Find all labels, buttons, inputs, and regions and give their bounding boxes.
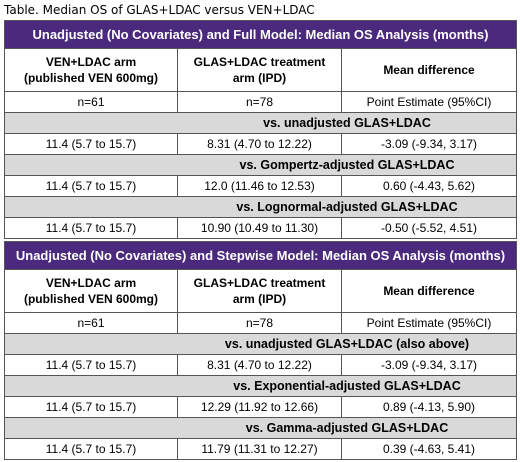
column-header: Mean difference [341,48,517,92]
data-row: 11.4 (5.7 to 15.7) 12.29 (11.92 to 12.66)… [4,396,517,418]
data-cell: 0.89 (-4.13, 5.90) [341,396,517,418]
data-row: 11.4 (5.7 to 15.7) 12.0 (11.46 to 12.53) 0… [4,175,517,197]
n-cell: n=78 [177,312,342,334]
column-header-line: arm (IPD) [232,71,287,85]
column-header: GLAS+LDAC treatment arm (IPD) [177,269,342,313]
data-cell: -0.50 (-5.52, 4.51) [341,217,517,239]
data-cell: 10.90 (10.49 to 11.30) [177,217,342,239]
section-header-row: Unadjusted (No Covariates) and Full Mode… [4,20,517,49]
comparison-header-row: vs. Gompertz-adjusted GLAS+LDAC [4,154,517,176]
n-cell: n=61 [4,91,178,113]
column-header-row: VEN+LDAC arm (published VEN 600mg) GLAS+LD… [4,48,517,92]
data-row: 11.4 (5.7 to 15.7) 8.31 (4.70 to 12.22) -3… [4,354,517,376]
n-row: n=61 n=78 Point Estimate (95%CI) [4,312,517,334]
column-header-line: arm (IPD) [232,292,287,306]
data-row: 11.4 (5.7 to 15.7) 10.90 (10.49 to 11.30)… [4,217,517,239]
data-cell: -3.09 (-9.34, 3.17) [341,133,517,155]
data-cell: 11.4 (5.7 to 15.7) [4,396,178,418]
column-header: Mean difference [341,269,517,313]
data-cell: 11.4 (5.7 to 15.7) [4,175,178,197]
data-cell: 11.4 (5.7 to 15.7) [4,133,178,155]
n-cell: Point Estimate (95%CI) [341,312,517,334]
comparison-header-row: vs. Exponential-adjusted GLAS+LDAC [4,375,517,397]
data-cell: 0.39 (-4.63, 5.41) [341,438,517,460]
comparison-label: vs. unadjusted GLAS+LDAC [4,112,517,134]
data-cell: 11.79 (11.31 to 12.27) [177,438,342,460]
column-header-line: Mean difference [383,63,475,77]
comparison-label: vs. unadjusted GLAS+LDAC (also above) [4,333,517,355]
comparison-header-row: vs. Lognormal-adjusted GLAS+LDAC [4,196,517,218]
data-cell: 11.4 (5.7 to 15.7) [4,354,178,376]
column-header: VEN+LDAC arm (published VEN 600mg) [4,269,178,313]
column-header-line: Mean difference [383,284,475,298]
data-cell: 8.31 (4.70 to 12.22) [177,133,342,155]
n-cell: Point Estimate (95%CI) [341,91,517,113]
comparison-header-row: vs. Gamma-adjusted GLAS+LDAC [4,417,517,439]
comparison-label: vs. Exponential-adjusted GLAS+LDAC [4,375,517,397]
caption: Table. Median OS of GLAS+LDAC versus VEN… [4,3,315,17]
comparison-label: vs. Gamma-adjusted GLAS+LDAC [4,417,517,439]
data-cell: 8.31 (4.70 to 12.22) [177,354,342,376]
data-cell: 11.4 (5.7 to 15.7) [4,217,178,239]
column-header: VEN+LDAC arm (published VEN 600mg) [4,48,178,92]
column-header-line: GLAS+LDAC treatment [193,276,326,290]
section-header-row: Unadjusted (No Covariates) and Stepwise … [4,241,517,270]
n-cell: n=78 [177,91,342,113]
table: Unadjusted (No Covariates) and Full Mode… [4,20,517,460]
column-header-line: (published VEN 600mg) [23,292,159,306]
column-header-line: (published VEN 600mg) [23,71,159,85]
data-row: 11.4 (5.7 to 15.7) 8.31 (4.70 to 12.22) -3… [4,133,517,155]
data-cell: 0.60 (-4.43, 5.62) [341,175,517,197]
column-header-row: VEN+LDAC arm (published VEN 600mg) GLAS+LD… [4,269,517,313]
section-title: Unadjusted (No Covariates) and Stepwise … [4,241,517,270]
data-cell: 12.0 (11.46 to 12.53) [177,175,342,197]
n-cell: n=61 [4,312,178,334]
comparison-header-row: vs. unadjusted GLAS+LDAC [4,112,517,134]
column-header-line: VEN+LDAC arm [45,276,137,290]
data-cell: -3.09 (-9.34, 3.17) [341,354,517,376]
data-cell: 11.4 (5.7 to 15.7) [4,438,178,460]
column-header-line: VEN+LDAC arm [45,55,137,69]
section-title: Unadjusted (No Covariates) and Full Mode… [4,20,517,49]
n-row: n=61 n=78 Point Estimate (95%CI) [4,91,517,113]
comparison-label: vs. Lognormal-adjusted GLAS+LDAC [4,196,517,218]
comparison-label: vs. Gompertz-adjusted GLAS+LDAC [4,154,517,176]
column-header: GLAS+LDAC treatment arm (IPD) [177,48,342,92]
comparison-header-row: vs. unadjusted GLAS+LDAC (also above) [4,333,517,355]
data-row: 11.4 (5.7 to 15.7) 11.79 (11.31 to 12.27)… [4,438,517,460]
column-header-line: GLAS+LDAC treatment [193,55,326,69]
data-cell: 12.29 (11.92 to 12.66) [177,396,342,418]
